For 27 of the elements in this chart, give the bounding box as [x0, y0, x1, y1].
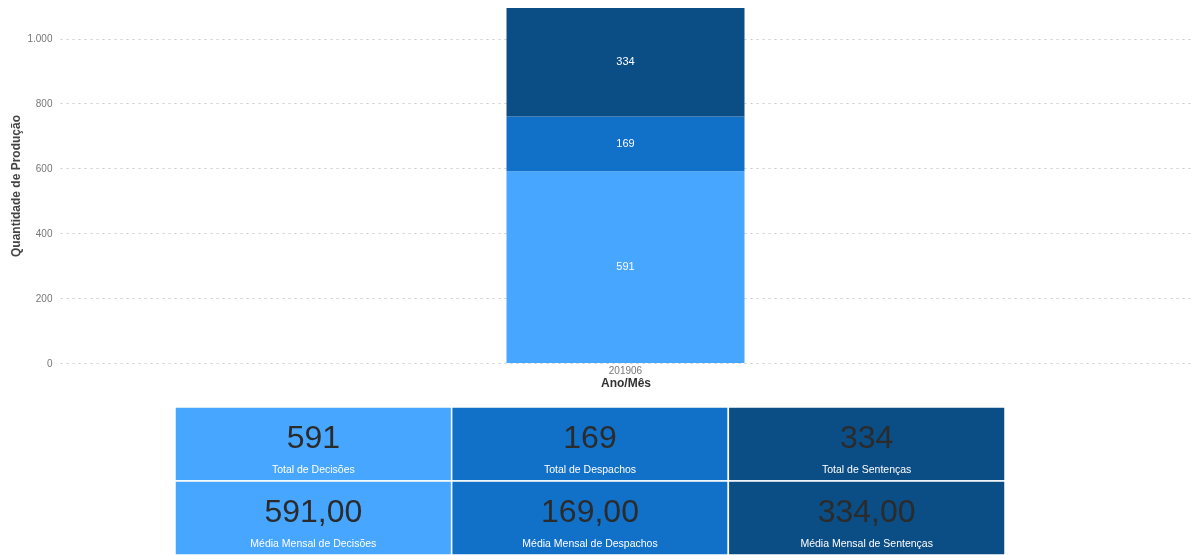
bar	[506, 116, 745, 172]
text: Total de Sentenças	[822, 463, 912, 475]
y-tick-label: 400	[35, 227, 53, 239]
text: 334	[839, 419, 894, 455]
data-label: 591	[616, 260, 635, 273]
text: Média Mensal de Decisões	[250, 537, 377, 549]
y-tick-label: 600	[35, 162, 53, 174]
bar	[506, 171, 745, 363]
text: Total de Despachos	[543, 463, 637, 475]
text: 591,00	[264, 493, 363, 529]
y-tick-label: 1.000	[27, 33, 53, 44]
text: Média Mensal de Despachos	[522, 537, 658, 549]
bar	[506, 8, 745, 117]
data-label: 169	[616, 136, 635, 149]
data-label: 334	[616, 55, 635, 68]
text: 169	[563, 419, 617, 455]
y-tick-label: 200	[35, 292, 53, 304]
text: 591	[286, 419, 341, 455]
x-axis-title: Ano/Mês	[600, 375, 652, 390]
text: 169,00	[541, 493, 639, 529]
text: Média Mensal de Sentenças	[800, 537, 933, 549]
y-axis-title: Quantidade de Produção	[9, 114, 24, 258]
y-tick-label: 800	[35, 97, 53, 109]
text: 334,00	[817, 493, 916, 529]
y-tick-label: 0	[46, 357, 53, 369]
x-tick-label: 201906	[608, 364, 643, 376]
text: Total de Decisões	[271, 463, 355, 475]
